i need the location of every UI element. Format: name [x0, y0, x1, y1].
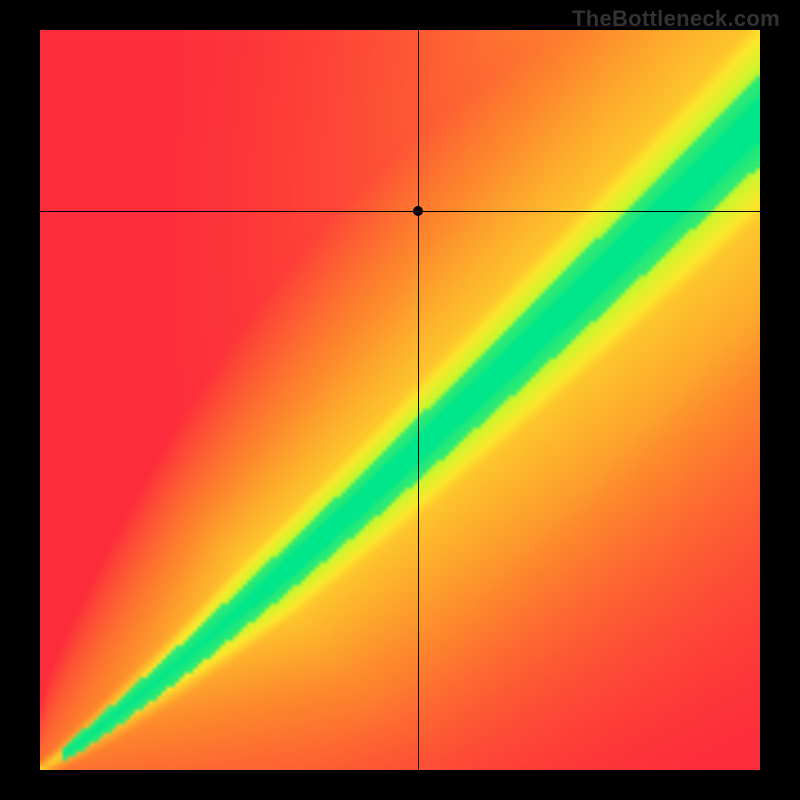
watermark-text: TheBottleneck.com: [572, 6, 780, 32]
heatmap-canvas: [40, 30, 760, 770]
plot-area: [40, 30, 760, 770]
marker-dot: [413, 206, 423, 216]
crosshair-horizontal: [40, 211, 760, 212]
crosshair-vertical: [418, 30, 419, 770]
